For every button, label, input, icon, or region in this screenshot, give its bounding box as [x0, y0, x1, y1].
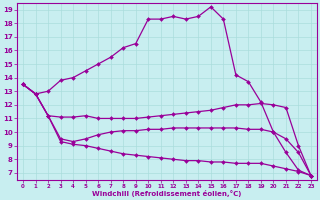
X-axis label: Windchill (Refroidissement éolien,°C): Windchill (Refroidissement éolien,°C) — [92, 190, 242, 197]
